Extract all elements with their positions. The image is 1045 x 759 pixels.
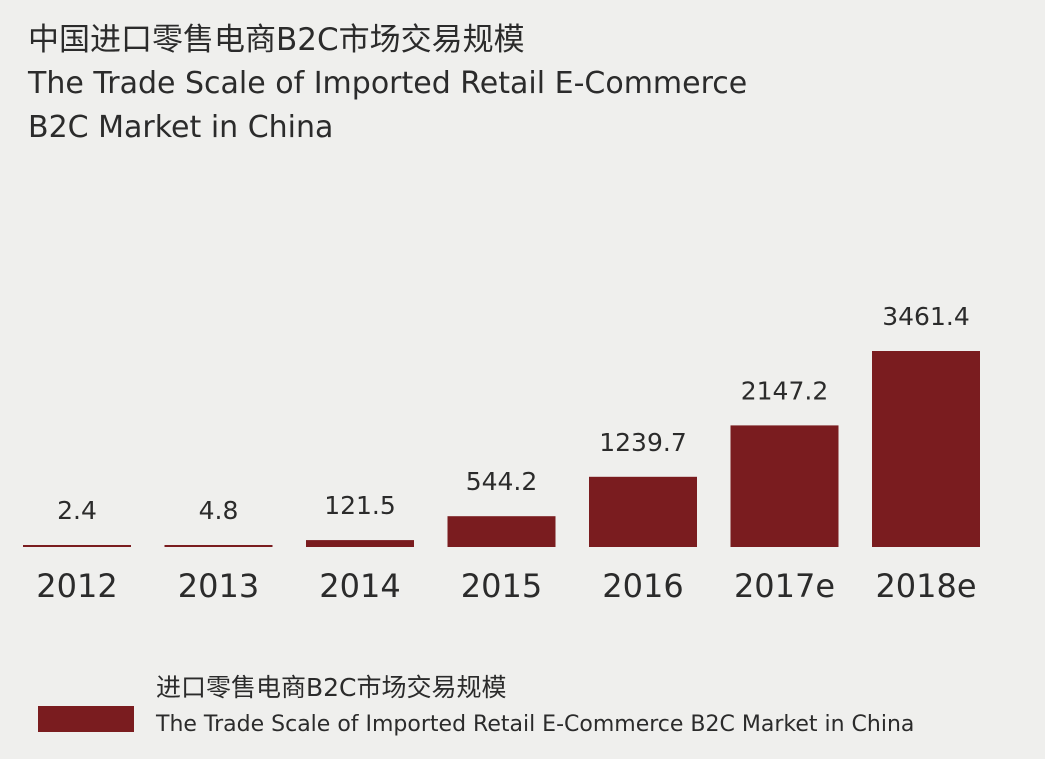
x-tick-label-2016: 2016 — [602, 567, 683, 605]
chart-title-block: 中国进口零售电商B2C市场交易规模 The Trade Scale of Imp… — [28, 18, 747, 150]
chart-title: 中国进口零售电商B2C市场交易规模 — [28, 22, 525, 58]
bar-2015 — [447, 516, 556, 547]
legend-label-cn: 进口零售电商B2C市场交易规模 — [156, 673, 507, 702]
chart-subtitle-line-1: The Trade Scale of Imported Retail E-Com… — [28, 66, 748, 101]
x-tick-label-2012: 2012 — [36, 567, 117, 605]
bar-chart: 2.4 2012 4.8 2013 121.5 2014 544.2 2015 1239.7 20… — [23, 302, 980, 605]
data-label-2015: 544.2 — [466, 467, 538, 496]
data-label-2016: 1239.7 — [599, 428, 686, 457]
bar-2014 — [306, 540, 414, 547]
x-tick-label-2017e: 2017e — [734, 567, 835, 605]
bar-2013 — [164, 545, 273, 547]
x-tick-label-2015: 2015 — [461, 567, 542, 605]
data-label-2012: 2.4 — [57, 496, 97, 525]
x-tick-label-2018e: 2018e — [875, 567, 976, 605]
x-tick-label-2013: 2013 — [178, 567, 259, 605]
data-label-2014: 121.5 — [324, 491, 396, 520]
data-label-2018e: 3461.4 — [882, 302, 969, 331]
bar-2017e — [730, 425, 839, 547]
chart-subtitle-line-2: B2C Market in China — [28, 110, 334, 145]
data-label-2013: 4.8 — [199, 496, 239, 525]
legend-label-en: The Trade Scale of Imported Retail E-Com… — [156, 712, 915, 737]
bar-2016 — [589, 476, 697, 547]
data-label-2017e: 2147.2 — [741, 376, 828, 405]
legend-swatch — [38, 706, 134, 732]
bar-2012 — [23, 545, 131, 547]
bar-2018e — [872, 351, 980, 547]
x-tick-label-2014: 2014 — [319, 567, 400, 605]
